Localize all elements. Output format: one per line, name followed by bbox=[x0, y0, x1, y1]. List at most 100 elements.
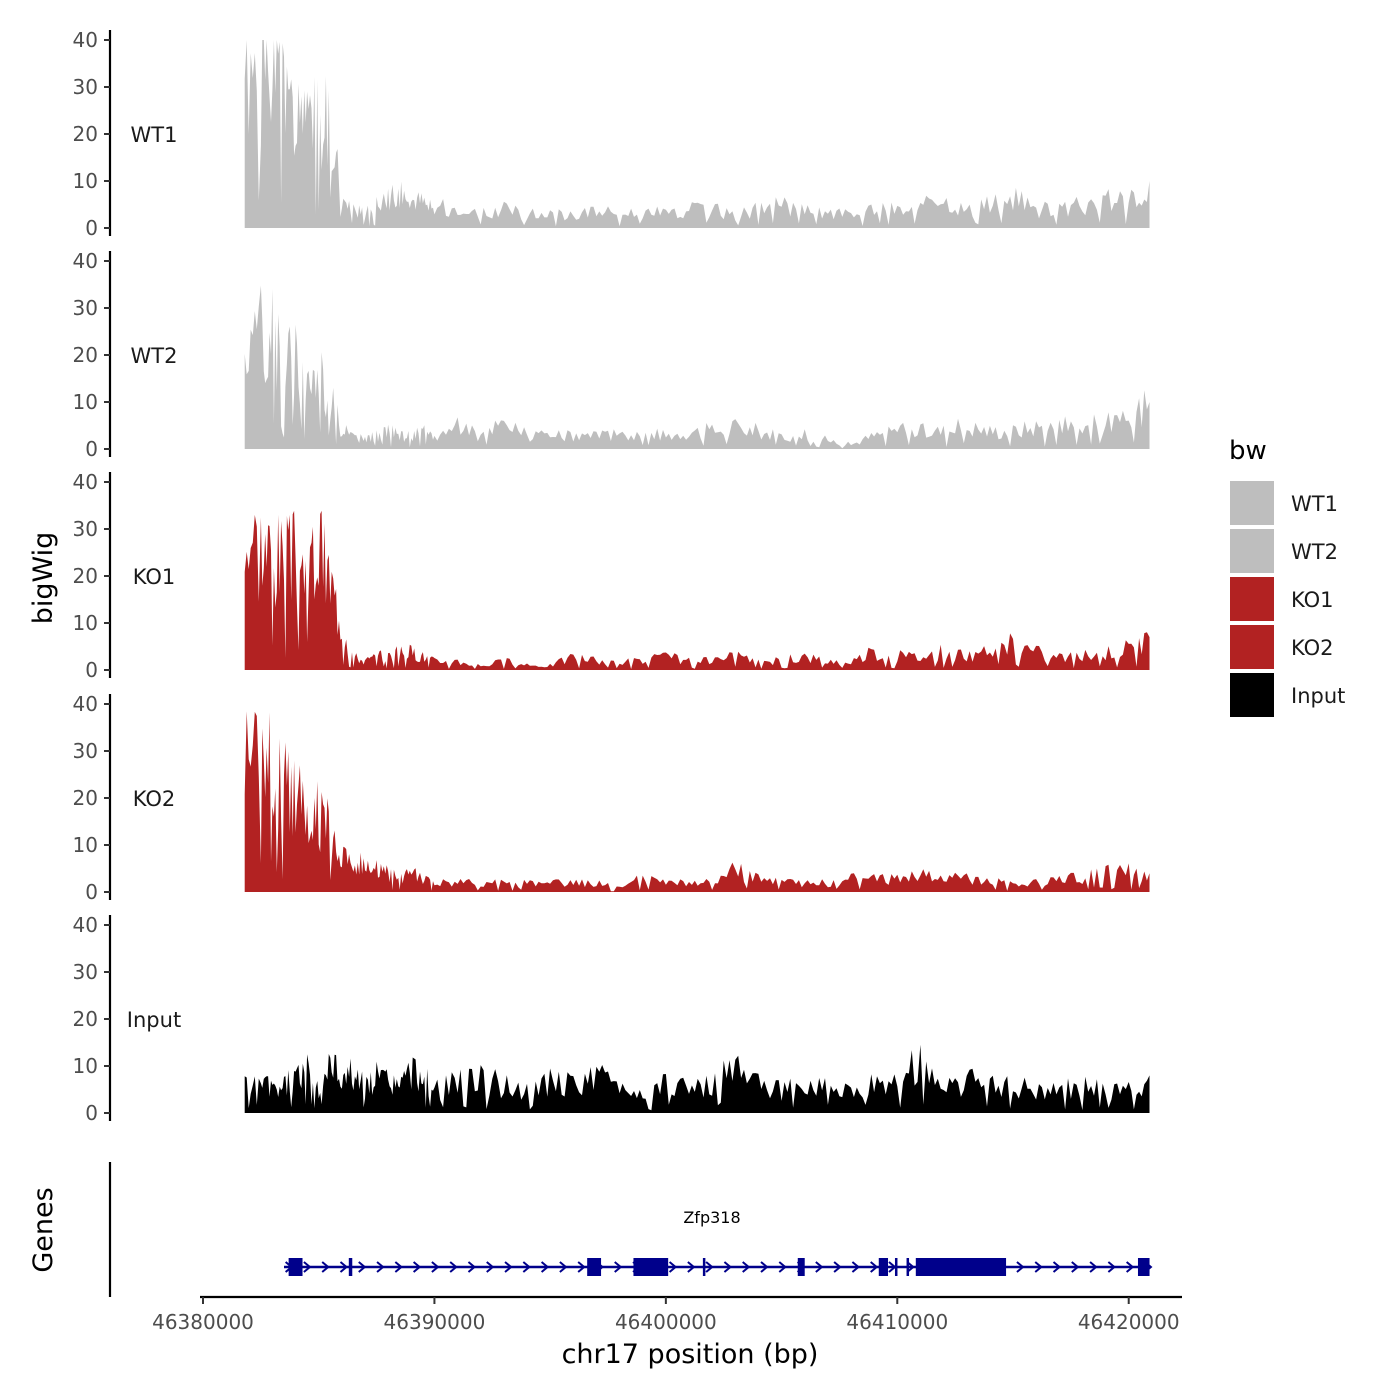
strand-arrow bbox=[906, 1261, 915, 1273]
y-tick-label: 0 bbox=[85, 1101, 98, 1125]
y-tick-label: 10 bbox=[73, 390, 98, 414]
legend-swatch-wt1 bbox=[1230, 481, 1274, 525]
legend-label-ko2: KO2 bbox=[1291, 636, 1334, 660]
track-label-ko2: KO2 bbox=[133, 787, 176, 811]
strand-arrow bbox=[888, 1261, 897, 1273]
x-tick-label: 46390000 bbox=[384, 1310, 486, 1334]
x-axis-title: chr17 position (bp) bbox=[562, 1339, 819, 1370]
strand-arrow bbox=[540, 1261, 550, 1273]
strand-arrow bbox=[1089, 1261, 1098, 1273]
x-tick-label: 46410000 bbox=[846, 1310, 948, 1334]
y-tick-label: 0 bbox=[85, 658, 98, 682]
gene-exon bbox=[915, 1258, 1007, 1276]
y-tick-label: 30 bbox=[73, 739, 98, 763]
y-tick-label: 30 bbox=[73, 296, 98, 320]
y-tick-label: 0 bbox=[85, 437, 98, 461]
signal-area-ko1 bbox=[244, 510, 1150, 670]
gene-name-label: Zfp318 bbox=[683, 1208, 740, 1227]
strand-arrow bbox=[321, 1261, 330, 1273]
strand-arrow bbox=[614, 1261, 623, 1273]
strand-arrow bbox=[358, 1261, 367, 1273]
y-tick-label: 10 bbox=[73, 169, 98, 193]
strand-arrow bbox=[723, 1261, 732, 1273]
track-label-input: Input bbox=[127, 1008, 181, 1032]
strand-arrow bbox=[467, 1261, 477, 1273]
y-tick-label: 40 bbox=[73, 249, 98, 273]
strand-arrow bbox=[486, 1261, 495, 1273]
strand-arrow bbox=[394, 1261, 403, 1273]
gene-exon bbox=[1137, 1258, 1150, 1276]
strand-arrow bbox=[1034, 1261, 1043, 1273]
strand-arrow bbox=[870, 1261, 879, 1273]
y-tick-label: 0 bbox=[85, 880, 98, 904]
y-tick-label: 40 bbox=[73, 692, 98, 716]
legend-label-input: Input bbox=[1291, 684, 1345, 708]
gene-track: Zfp318 bbox=[108, 1162, 1153, 1297]
gene-exon bbox=[906, 1258, 910, 1276]
track-label-wt1: WT1 bbox=[131, 123, 178, 147]
strand-arrow bbox=[778, 1261, 787, 1273]
y-axis-title-genes: Genes bbox=[28, 1187, 59, 1272]
track-wt1: 0 10 20 30 40 WT1 bbox=[73, 28, 1150, 240]
x-tick-label: 46400000 bbox=[615, 1310, 717, 1334]
strand-arrow bbox=[705, 1261, 714, 1273]
signal-area-wt1 bbox=[244, 40, 1150, 228]
legend-label-wt1: WT1 bbox=[1291, 492, 1338, 516]
legend-swatch-ko2 bbox=[1230, 625, 1274, 669]
legend-swatch-ko1 bbox=[1230, 577, 1274, 621]
strand-arrow bbox=[577, 1261, 586, 1273]
gene-exon bbox=[894, 1258, 898, 1276]
y-tick-label: 30 bbox=[73, 75, 98, 99]
signal-area-wt2 bbox=[244, 285, 1150, 449]
strand-arrow bbox=[851, 1261, 860, 1273]
gene-exon bbox=[348, 1258, 353, 1276]
y-tick-label: 40 bbox=[73, 28, 98, 52]
track-wt2: 0 10 20 30 40 WT2 bbox=[73, 249, 1150, 461]
x-axis: 46380000 46390000 46400000 46410000 46420000 bbox=[152, 1295, 1182, 1334]
y-tick-label: 20 bbox=[73, 1007, 98, 1031]
y-tick-label: 10 bbox=[73, 1054, 98, 1078]
y-tick-label: 10 bbox=[73, 611, 98, 635]
signal-tracks: 0 10 20 30 40 WT1 0 10 20 30 40 WT2 0 10 20 30 40 KO1 0 10 2… bbox=[73, 28, 1150, 1125]
strand-arrow bbox=[1107, 1261, 1116, 1273]
strand-arrow bbox=[376, 1261, 385, 1273]
track-label-ko1: KO1 bbox=[133, 565, 176, 589]
x-tick-label: 46380000 bbox=[152, 1310, 254, 1334]
track-input: 0 10 20 30 40 Input bbox=[73, 913, 1150, 1125]
legend-label-ko1: KO1 bbox=[1291, 588, 1334, 612]
strand-arrow bbox=[303, 1261, 312, 1273]
strand-arrow bbox=[412, 1261, 422, 1273]
strand-arrow bbox=[1071, 1261, 1080, 1273]
y-tick-label: 20 bbox=[73, 564, 98, 588]
gene-exon bbox=[633, 1258, 669, 1276]
gene-exon bbox=[702, 1258, 706, 1276]
legend: bw WT1 WT2 KO1 KO2 Input bbox=[1229, 436, 1345, 717]
strand-arrow bbox=[815, 1261, 824, 1273]
strand-arrow bbox=[760, 1261, 769, 1273]
strand-arrow bbox=[522, 1261, 531, 1273]
strand-arrow bbox=[1125, 1261, 1135, 1273]
y-axis-title-bigwig: bigWig bbox=[28, 532, 59, 625]
x-tick-label: 46420000 bbox=[1078, 1310, 1180, 1334]
y-tick-label: 40 bbox=[73, 470, 98, 494]
legend-title: bw bbox=[1229, 436, 1267, 466]
y-tick-label: 20 bbox=[73, 786, 98, 810]
strand-arrow bbox=[833, 1261, 842, 1273]
legend-swatch-wt2 bbox=[1230, 529, 1274, 573]
gene-exon bbox=[288, 1258, 303, 1276]
track-ko1: 0 10 20 30 40 KO1 bbox=[73, 470, 1150, 682]
strand-arrow bbox=[431, 1261, 440, 1273]
y-tick-label: 20 bbox=[73, 343, 98, 367]
strand-arrow bbox=[687, 1261, 696, 1273]
strand-arrow bbox=[1016, 1261, 1025, 1273]
strand-arrow bbox=[449, 1261, 458, 1273]
strand-arrow bbox=[742, 1261, 751, 1273]
signal-area-ko2 bbox=[244, 711, 1150, 892]
strand-arrow bbox=[504, 1261, 513, 1273]
gene-exon bbox=[587, 1258, 602, 1276]
strand-arrow bbox=[339, 1261, 349, 1273]
y-tick-label: 30 bbox=[73, 960, 98, 984]
strand-arrow bbox=[559, 1261, 568, 1273]
track-ko2: 0 10 20 30 40 KO2 bbox=[73, 692, 1150, 904]
